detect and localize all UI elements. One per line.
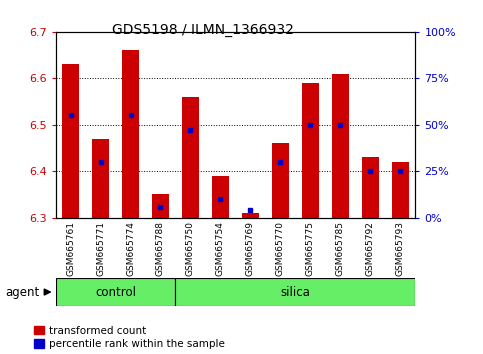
Text: GSM665774: GSM665774 [126, 221, 135, 276]
Text: GSM665769: GSM665769 [246, 221, 255, 276]
Text: silica: silica [281, 286, 311, 298]
Bar [92, 139, 109, 218]
Text: GSM665792: GSM665792 [366, 221, 375, 276]
Bar [272, 143, 289, 218]
FancyBboxPatch shape [56, 278, 175, 306]
Bar [182, 97, 199, 218]
Text: GSM665754: GSM665754 [216, 221, 225, 276]
Bar [62, 64, 79, 218]
Text: GSM665770: GSM665770 [276, 221, 285, 276]
Bar [302, 83, 319, 218]
Bar [212, 176, 229, 218]
Text: control: control [95, 286, 136, 298]
Legend: transformed count, percentile rank within the sample: transformed count, percentile rank withi… [34, 326, 225, 349]
Text: GSM665750: GSM665750 [186, 221, 195, 276]
Text: GDS5198 / ILMN_1366932: GDS5198 / ILMN_1366932 [112, 23, 294, 37]
FancyBboxPatch shape [175, 278, 415, 306]
Text: GSM665793: GSM665793 [396, 221, 405, 276]
Bar [152, 194, 169, 218]
Text: agent: agent [5, 286, 39, 298]
Bar [392, 162, 409, 218]
Text: GSM665788: GSM665788 [156, 221, 165, 276]
Bar [362, 157, 379, 218]
Text: GSM665771: GSM665771 [96, 221, 105, 276]
Bar [242, 213, 259, 218]
Bar [332, 74, 349, 218]
Text: GSM665775: GSM665775 [306, 221, 315, 276]
Bar [122, 51, 139, 218]
Text: GSM665785: GSM665785 [336, 221, 345, 276]
Text: GSM665761: GSM665761 [66, 221, 75, 276]
